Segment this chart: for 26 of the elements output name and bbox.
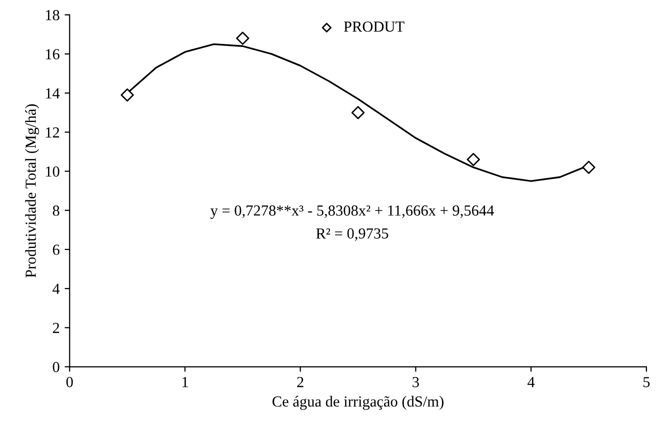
y-tick-label: 4 <box>52 284 60 294</box>
annotation: y = 0,7278**x³ - 5,8308x² + 11,666x + 9,5644 <box>210 205 494 219</box>
x-tick-label: 2 <box>297 376 304 388</box>
y-tick-label: 6 <box>52 244 60 255</box>
y-tick-label: 8 <box>52 205 60 216</box>
x-tick-label: 4 <box>528 377 535 388</box>
x-tick-label: 5 <box>643 377 650 388</box>
y-tick-label: 0 <box>52 362 60 372</box>
x-tick-label: 3 <box>412 376 419 388</box>
point <box>351 106 365 120</box>
y-tick-label: 2 <box>52 322 60 333</box>
y-tick-label: 18 <box>46 10 60 20</box>
y-tick-label: 10 <box>46 166 60 177</box>
y-tick-label: 16 <box>46 49 60 60</box>
legend-label: PRODUT <box>344 22 404 32</box>
point <box>236 32 250 45</box>
point <box>120 88 134 102</box>
x-tick-label: 0 <box>66 376 73 388</box>
y-tick-label: 12 <box>46 127 60 138</box>
x-tick-label: 1 <box>182 377 188 388</box>
y-axis-title: Produtividade Total (Mg/há) <box>25 104 40 278</box>
annotation: R² = 0,9735 <box>316 228 388 241</box>
x-axis-title: Ce água de irrigação (dS/m) <box>272 396 444 410</box>
point <box>582 160 596 174</box>
y-tick-label: 14 <box>46 88 60 98</box>
point <box>466 152 480 166</box>
